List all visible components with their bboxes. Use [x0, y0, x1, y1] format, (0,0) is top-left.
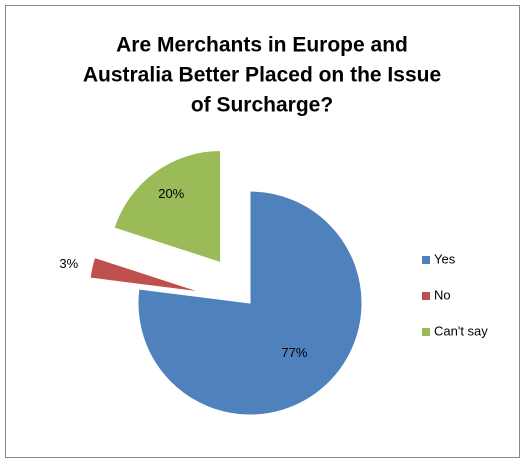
pie-slice: [113, 150, 222, 264]
data-label: 20%: [158, 186, 184, 201]
legend-label: Can't say: [434, 323, 488, 338]
chart-title: Are Merchants in Europe and: [116, 34, 408, 57]
chart-title: of Surcharge?: [191, 94, 333, 117]
legend-swatch: [422, 292, 430, 300]
chart-title: Australia Better Placed on the Issue: [83, 64, 441, 87]
legend-label: No: [434, 287, 451, 302]
data-label: 3%: [59, 256, 78, 271]
pie-slice: [89, 256, 202, 293]
legend-swatch: [422, 328, 430, 336]
legend-swatch: [422, 256, 430, 264]
legend-label: Yes: [434, 251, 456, 266]
data-label: 77%: [281, 345, 307, 360]
pie-slice: [137, 190, 363, 416]
